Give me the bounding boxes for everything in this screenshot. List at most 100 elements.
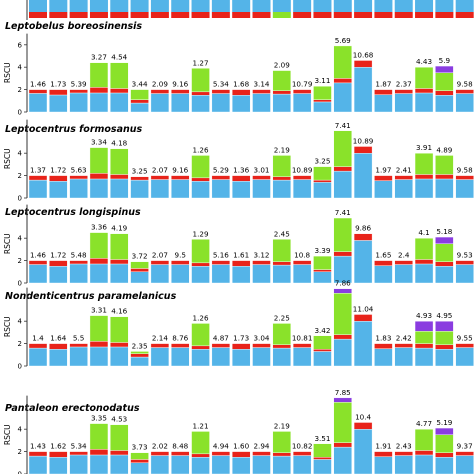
bar-segment-green: [130, 261, 149, 269]
top-strip-bar-cap: [150, 12, 169, 18]
bar-segment-red: [49, 451, 68, 458]
top-strip-bar-cap: [69, 12, 88, 18]
bar-segment-green: [414, 152, 434, 175]
bar-value-label: 1.36: [233, 166, 249, 175]
bar-value-label: 10.81: [292, 334, 313, 343]
bar-value-label: 2.35: [132, 341, 148, 350]
bar-value-label: 9.58: [457, 166, 473, 175]
bar-segment-red: [231, 451, 251, 458]
bar-segment-blue: [150, 179, 170, 199]
bar-segment-blue: [28, 264, 48, 284]
bar-segment-red: [333, 78, 352, 84]
top-strip-bar-cap: [455, 12, 474, 18]
top-strip-bar: [69, 0, 88, 12]
top-strip-bar: [150, 0, 169, 12]
bar-segment-red: [110, 259, 129, 265]
bar-segment-blue: [313, 351, 332, 367]
bar-segment-blue: [69, 92, 88, 113]
y-tick-label: 0: [18, 363, 22, 371]
y-tick-label: 2: [18, 257, 22, 265]
bar-segment-red: [435, 344, 454, 350]
bar-segment-red: [435, 261, 454, 267]
bar-segment-red: [69, 175, 88, 180]
bar-segment-red: [150, 89, 170, 94]
bar-segment-green: [333, 45, 352, 79]
bar-value-label: 5.18: [436, 227, 452, 236]
bar-value-label: 10.79: [292, 80, 313, 89]
bar-segment-blue: [414, 347, 434, 367]
bar-value-label: 8.76: [172, 334, 188, 343]
top-strip-bar: [415, 0, 434, 12]
bar-segment-red: [69, 451, 88, 456]
bar-segment-green: [272, 155, 292, 177]
bar-segment-blue: [211, 264, 231, 284]
top-strip-bar: [354, 0, 373, 12]
top-strip-bar-cap: [191, 12, 210, 18]
bar-segment-green: [110, 316, 129, 343]
bar-segment-blue: [414, 178, 434, 199]
bar-segment-purple: [435, 65, 454, 74]
bar-segment-red: [171, 260, 190, 265]
bar-segment-red: [130, 268, 149, 273]
bar-segment-red: [374, 260, 393, 266]
bar-value-label: 3.11: [314, 76, 330, 85]
bar-value-label: 1.65: [375, 251, 391, 260]
bar-value-label: 4.19: [111, 224, 127, 233]
bar-segment-red: [455, 89, 474, 94]
bar-segment-red: [414, 88, 434, 94]
top-strip-bar: [110, 0, 129, 12]
bar-segment-green: [89, 147, 109, 174]
bar-segment-blue: [435, 178, 454, 199]
bar-segment-blue: [292, 179, 312, 199]
bar-segment-red: [414, 259, 434, 265]
bar-value-label: 11.04: [353, 304, 374, 313]
bar-segment-green: [191, 239, 210, 264]
bar-segment-blue: [313, 182, 332, 199]
bar-segment-blue: [414, 263, 434, 284]
top-strip-bar-cap: [49, 12, 68, 18]
bar-segment-red: [353, 233, 373, 241]
bar-segment-blue: [89, 454, 109, 474]
bar-value-label: 4.54: [111, 53, 127, 62]
bar-segment-red: [435, 452, 454, 458]
bar-segment-red: [150, 343, 170, 348]
bar-segment-blue: [49, 180, 68, 199]
bar-segment-red: [252, 451, 271, 456]
bar-segment-red: [414, 450, 434, 456]
bar-segment-red: [28, 451, 48, 457]
bar-segment-red: [211, 260, 231, 265]
bar-value-label: 4.16: [111, 307, 127, 316]
bar-segment-blue: [353, 66, 373, 113]
bar-value-label: 5.29: [213, 166, 229, 175]
bar-segment-blue: [69, 178, 88, 199]
bar-value-label: 9.37: [457, 442, 473, 451]
bar-value-label: 2.09: [152, 80, 168, 89]
bar-segment-green: [191, 431, 210, 455]
bar-segment-green: [333, 293, 352, 335]
bar-segment-blue: [333, 446, 352, 474]
bar-segment-red: [374, 343, 393, 349]
top-strip-bar: [455, 0, 474, 12]
y-tick-label: 4: [18, 318, 23, 326]
bar-segment-blue: [150, 455, 170, 474]
bar-segment-blue: [231, 180, 251, 199]
bar-segment-red: [130, 99, 149, 104]
bar-segment-blue: [211, 455, 231, 474]
bar-segment-blue: [272, 264, 292, 284]
bar-value-label: 2.09: [274, 61, 290, 70]
bar-segment-red: [171, 343, 190, 348]
bar-segment-red: [150, 175, 170, 180]
bar-segment-blue: [110, 92, 129, 113]
bar-value-label: 4.94: [213, 442, 229, 451]
bar-segment-blue: [313, 101, 332, 113]
bar-segment-green: [435, 331, 454, 345]
bar-segment-blue: [171, 179, 190, 199]
bar-segment-blue: [130, 462, 149, 474]
bar-segment-red: [394, 89, 413, 94]
top-strip-bar-cap: [435, 12, 454, 18]
top-strip-bar-cap: [89, 12, 108, 18]
bar-value-label: 3.31: [91, 306, 107, 315]
bar-value-label: 2.42: [396, 334, 412, 343]
bar-segment-red: [394, 260, 413, 265]
bar-segment-green: [191, 68, 210, 93]
